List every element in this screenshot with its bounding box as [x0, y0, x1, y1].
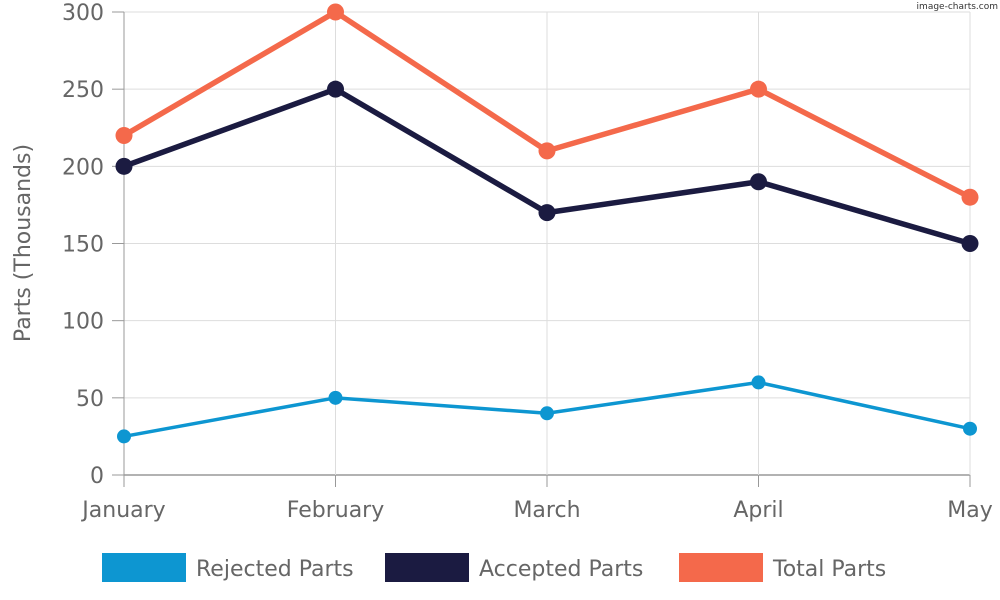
x-tick-label: January — [80, 498, 165, 523]
data-point — [750, 80, 767, 98]
legend-swatch — [385, 553, 469, 582]
data-point — [115, 126, 133, 144]
x-axis: January February March April May — [80, 475, 993, 523]
data-point — [961, 188, 979, 206]
y-tick-label: 150 — [62, 233, 104, 258]
grid — [123, 11, 971, 476]
x-tick-label: February — [287, 498, 385, 523]
y-tick-label: 300 — [62, 1, 104, 26]
data-point — [327, 80, 344, 98]
data-point — [117, 429, 131, 444]
data-point — [538, 204, 556, 222]
y-tick-label: 0 — [90, 464, 104, 489]
y-axis: 0 50 100 150 200 250 300 — [62, 1, 124, 489]
series-rejected-parts — [117, 375, 977, 444]
data-point — [115, 157, 133, 175]
data-point — [750, 173, 767, 191]
data-point — [751, 375, 766, 390]
y-axis-title: Parts (Thousands) — [11, 144, 36, 342]
data-point — [540, 406, 554, 421]
legend-label: Accepted Parts — [479, 557, 643, 582]
legend-label: Rejected Parts — [196, 557, 354, 582]
legend-swatch — [679, 553, 763, 582]
data-point — [328, 390, 343, 405]
legend: Rejected Parts Accepted Parts Total Parts — [102, 553, 886, 582]
y-tick-label: 200 — [62, 155, 104, 180]
data-point — [538, 142, 556, 160]
data-point — [961, 235, 979, 252]
y-tick-label: 50 — [76, 387, 104, 412]
legend-swatch — [102, 553, 186, 582]
x-tick-label: March — [513, 498, 580, 523]
series-total-parts — [115, 3, 979, 206]
y-tick-label: 250 — [62, 78, 104, 103]
y-tick-label: 100 — [62, 310, 104, 335]
series-layer — [115, 3, 979, 444]
data-point — [327, 3, 344, 21]
x-tick-label: April — [733, 498, 783, 523]
x-tick-label: May — [947, 498, 992, 523]
legend-label: Total Parts — [772, 557, 886, 582]
watermark: image-charts.com — [917, 2, 998, 12]
series-accepted-parts — [115, 80, 979, 252]
data-point — [963, 421, 977, 436]
